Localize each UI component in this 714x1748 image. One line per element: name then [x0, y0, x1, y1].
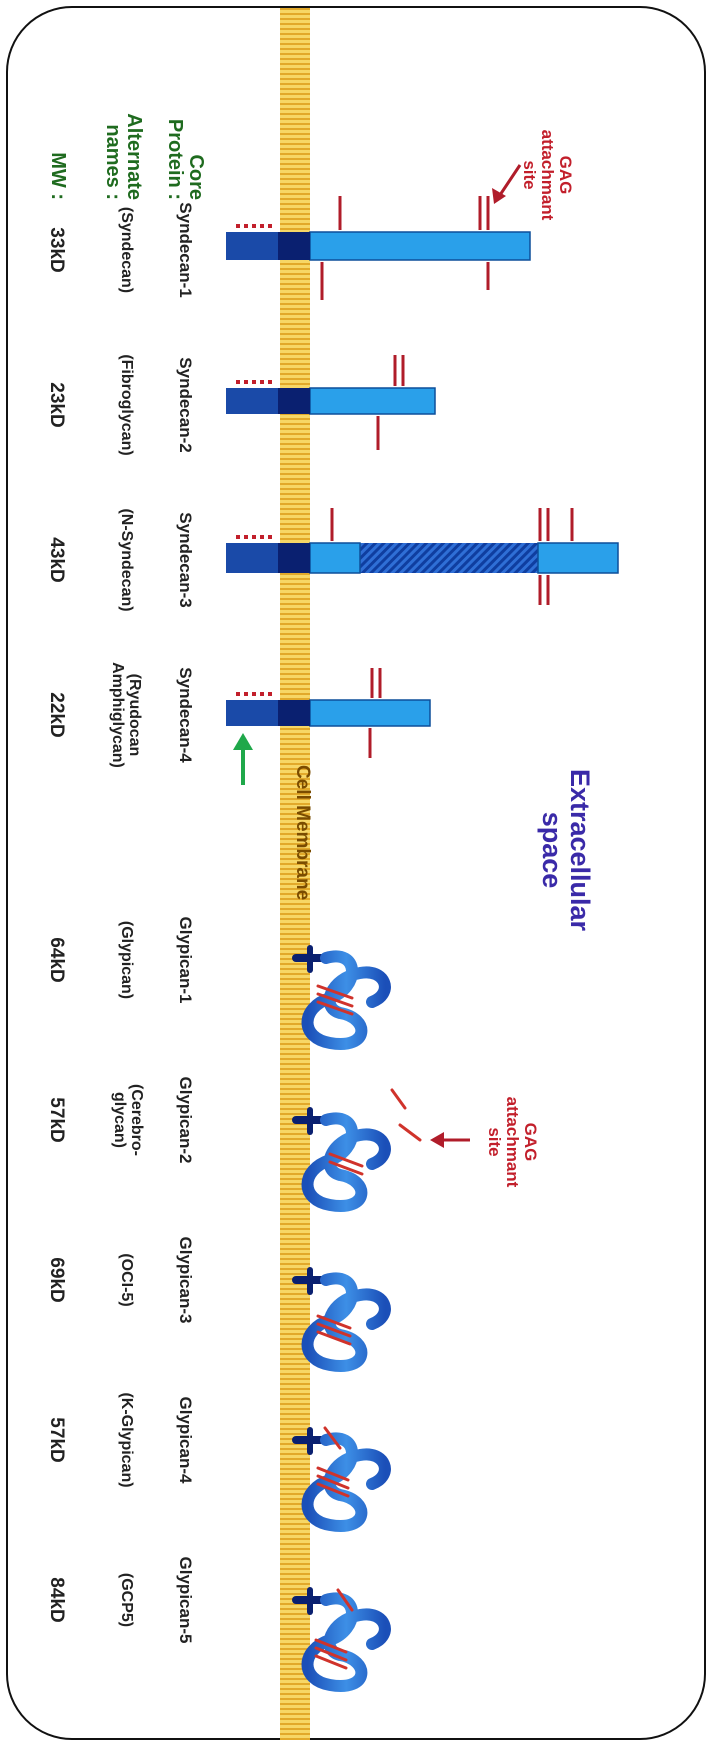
syndecan-1-alt: (Syndecan) [118, 206, 135, 294]
syndecan-1-shape [226, 196, 531, 300]
glypican-3-name: Glypican-3 [176, 1236, 195, 1324]
syndecan-4-alt: (Ryudocan Amphiglycan) [109, 662, 143, 768]
cell-membrane-label: Cell Membrane [292, 765, 313, 901]
syndecan-3-alt: (N-Syndecan) [118, 508, 135, 612]
syndecan-4-shape [226, 668, 431, 785]
glypican-1-mw: 64kD [46, 937, 67, 983]
syndecan-2-shape [226, 355, 436, 450]
gag-arrow-icon-top [492, 164, 522, 204]
syndecan-2-name: Syndecan-2 [176, 357, 195, 453]
glypican-2-shape [292, 1088, 422, 1212]
glypican-1-shape [292, 945, 391, 1050]
glypican-4-name: Glypican-4 [176, 1396, 195, 1484]
syndecan-2-alt: (Fibroglycan) [118, 354, 135, 456]
syndecan-3-shape [226, 508, 619, 605]
syndecan-4-mw: 22kD [46, 692, 67, 738]
core-protein-header: Core Protein : [164, 118, 207, 200]
glypican-3-mw: 69kD [46, 1257, 67, 1303]
syndecan-1-name: Syndecan-1 [176, 202, 195, 298]
syndecan-2-mw: 23kD [46, 382, 67, 428]
glypican-2-alt: (Cerebro- glycan) [111, 1083, 145, 1156]
cell-membrane-band [280, 8, 310, 1740]
syndecan-4-name: Syndecan-4 [176, 667, 195, 763]
syndecan-3-name: Syndecan-3 [176, 512, 195, 608]
glypican-2-name: Glypican-2 [176, 1076, 195, 1164]
gag-label-glypican: GAG attachmant site [485, 1096, 540, 1188]
glypican-2-mw: 57kD [46, 1097, 67, 1143]
glypican-5-mw: 84kD [46, 1577, 67, 1623]
glypican-1-alt: (Glypican) [118, 920, 135, 1000]
extracellular-space-label: Extracellular space [536, 768, 595, 932]
glypican-shapes [292, 945, 422, 1692]
glypican-4-mw: 57kD [46, 1417, 67, 1463]
glypican-5-shape [292, 1587, 391, 1692]
glypican-3-alt: (OCI-5) [118, 1253, 135, 1307]
glypican-5-name: Glypican-5 [176, 1556, 195, 1644]
glypican-1-name: Glypican-1 [176, 916, 195, 1004]
green-arrow-icon [233, 733, 253, 785]
syndecan-1-mw: 33kD [46, 227, 67, 273]
glypican-5-alt: (GCP5) [118, 1572, 135, 1628]
glypican-4-shape [292, 1426, 391, 1532]
alternate-names-header: Alternate names : [102, 113, 145, 200]
glypican-4-alt: (K-Glypican) [118, 1392, 135, 1488]
gag-arrow-icon-glypican [430, 1132, 470, 1148]
gag-label-top: GAG attachmant site [520, 129, 575, 221]
syndecan-3-mw: 43kD [46, 537, 67, 583]
mw-header: MW : [47, 152, 69, 200]
glypican-3-shape [292, 1267, 391, 1372]
